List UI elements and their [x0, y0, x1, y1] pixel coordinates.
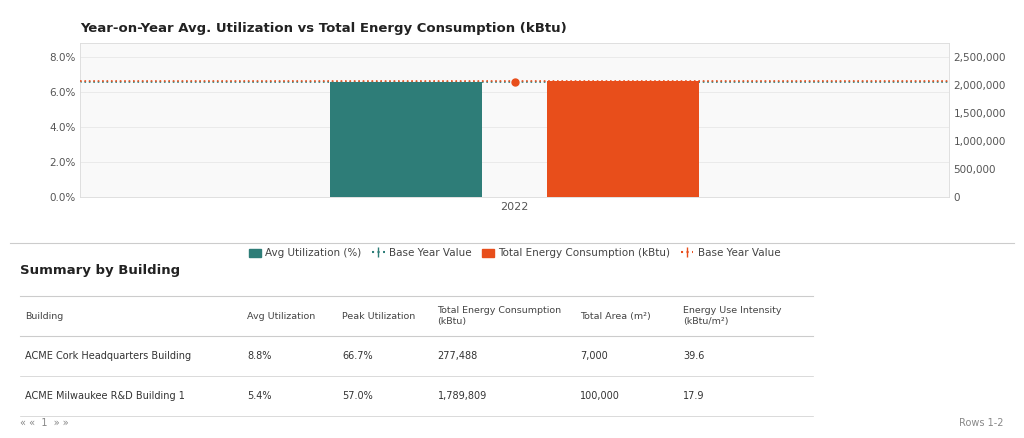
Text: Total Energy Consumption
(kBtu): Total Energy Consumption (kBtu) — [437, 306, 561, 326]
Text: ACME Milwaukee R&D Building 1: ACME Milwaukee R&D Building 1 — [26, 391, 185, 401]
Text: 57.0%: 57.0% — [342, 391, 373, 401]
Bar — [547, 81, 699, 197]
Legend: Avg Utilization (%), Base Year Value, Total Energy Consumption (kBtu), Base Year: Avg Utilization (%), Base Year Value, To… — [249, 248, 780, 258]
Text: 100,000: 100,000 — [581, 391, 621, 401]
Bar — [330, 82, 482, 197]
Text: 277,488: 277,488 — [437, 351, 478, 361]
Text: Peak Utilization: Peak Utilization — [342, 312, 416, 321]
Text: 8.8%: 8.8% — [247, 351, 271, 361]
Text: « «  1  » »: « « 1 » » — [20, 417, 69, 427]
Text: Summary by Building: Summary by Building — [20, 264, 180, 277]
Text: Rows 1-2: Rows 1-2 — [959, 417, 1004, 427]
Text: ACME Cork Headquarters Building: ACME Cork Headquarters Building — [26, 351, 191, 361]
Text: 5.4%: 5.4% — [247, 391, 271, 401]
Text: Avg Utilization: Avg Utilization — [247, 312, 315, 321]
Text: 17.9: 17.9 — [683, 391, 705, 401]
Text: Total Area (m²): Total Area (m²) — [581, 312, 651, 321]
Text: 66.7%: 66.7% — [342, 351, 373, 361]
Text: 7,000: 7,000 — [581, 351, 608, 361]
Text: 1,789,809: 1,789,809 — [437, 391, 486, 401]
Text: Year-on-Year Avg. Utilization vs Total Energy Consumption (kBtu): Year-on-Year Avg. Utilization vs Total E… — [81, 22, 567, 35]
Text: Building: Building — [26, 312, 63, 321]
Text: Energy Use Intensity
(kBtu/m²): Energy Use Intensity (kBtu/m²) — [683, 306, 781, 326]
Text: 39.6: 39.6 — [683, 351, 705, 361]
